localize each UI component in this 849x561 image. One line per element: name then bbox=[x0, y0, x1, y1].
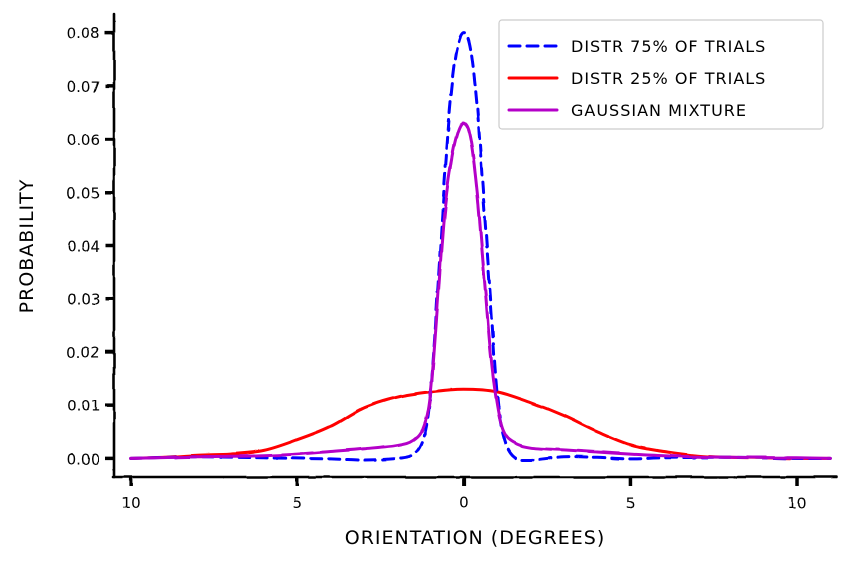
y-tick-label: 0.07 bbox=[67, 78, 100, 96]
y-tick-label: 0.04 bbox=[67, 238, 100, 256]
x-ticks: 10 5 0 5 10 bbox=[121, 477, 807, 512]
y-tick-label: 0.02 bbox=[67, 344, 100, 362]
y-tick-label: 0.00 bbox=[67, 450, 100, 468]
y-tick-label: 0.05 bbox=[67, 184, 100, 202]
legend: DISTR 75% OF TRIALS DISTR 25% OF TRIALS GA… bbox=[498, 19, 824, 130]
y-axis-label: PROBABILITY bbox=[16, 179, 38, 314]
y-tick-label: 0.03 bbox=[67, 291, 100, 309]
legend-box bbox=[498, 19, 824, 130]
y-tick-label: 0.06 bbox=[67, 131, 100, 149]
x-tick-label: 10 bbox=[121, 494, 140, 512]
series-line-distr-75-of-trials bbox=[129, 31, 832, 462]
legend-label-gaussian-mixture: GAUSSIAN MIXTURE bbox=[571, 101, 747, 120]
x-tick-label: 10 bbox=[787, 494, 806, 512]
x-axis-label: ORIENTATION (DEGREES) bbox=[345, 527, 606, 549]
y-ticks: 0.00 0.01 0.02 0.03 0.04 0.05 0.06 0.07 0.08 bbox=[67, 25, 114, 468]
legend-items: DISTR 75% OF TRIALS DISTR 25% OF TRIALS GA… bbox=[507, 37, 766, 120]
y-tick-label: 0.01 bbox=[67, 397, 100, 415]
series-layer bbox=[129, 31, 832, 462]
x-tick-label: 5 bbox=[292, 494, 302, 512]
x-tick-label: 0 bbox=[459, 494, 469, 512]
plot-area: 10 5 0 5 10 0.00 0.01 0.02 0.03 0.04 0.05 0.06 0.07… bbox=[67, 12, 839, 512]
x-tick-label: 5 bbox=[626, 494, 636, 512]
y-tick-label: 0.08 bbox=[67, 25, 100, 43]
legend-label-distr-25-of-trials: DISTR 25% OF TRIALS bbox=[571, 69, 766, 88]
series-line-gaussian-mixture bbox=[129, 121, 832, 460]
series-line-distr-25-of-trials bbox=[129, 387, 832, 460]
legend-label-distr-75-of-trials: DISTR 75% OF TRIALS bbox=[571, 37, 766, 56]
